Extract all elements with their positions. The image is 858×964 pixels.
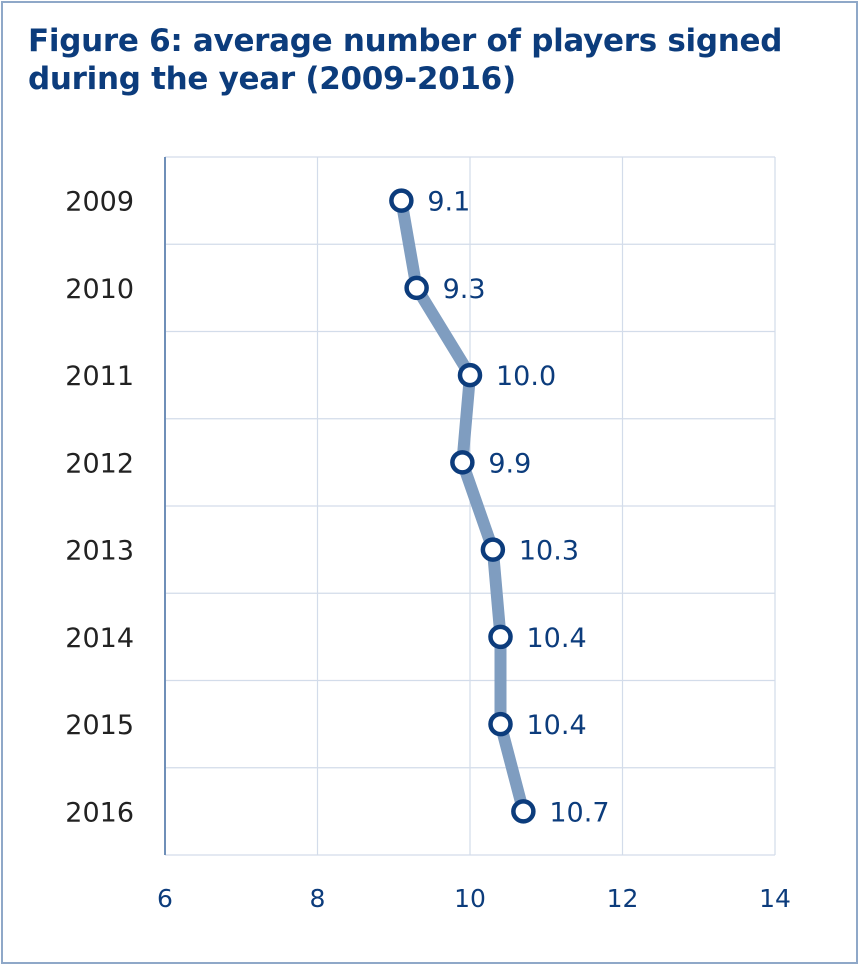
data-label: 9.9 bbox=[488, 448, 531, 479]
x-tick-label: 14 bbox=[759, 884, 791, 913]
x-tick-label: 10 bbox=[454, 884, 486, 913]
data-point bbox=[404, 275, 429, 301]
data-label: 10.3 bbox=[519, 536, 579, 567]
y-category-label: 2013 bbox=[65, 536, 134, 567]
y-category-label: 2011 bbox=[65, 361, 134, 392]
data-point bbox=[450, 450, 475, 475]
chart-title: Figure 6: average number of players sign… bbox=[28, 23, 783, 97]
y-category-label: 2016 bbox=[65, 797, 134, 828]
data-label: 9.1 bbox=[427, 187, 470, 218]
data-point bbox=[389, 188, 414, 213]
data-label: 10.4 bbox=[527, 623, 587, 654]
y-category-label: 2015 bbox=[65, 710, 134, 741]
y-category-label: 2012 bbox=[65, 448, 134, 479]
data-label: 10.4 bbox=[527, 710, 587, 741]
data-point bbox=[480, 537, 506, 562]
x-tick-label: 12 bbox=[607, 884, 639, 913]
data-label: 9.3 bbox=[443, 274, 486, 305]
data-point bbox=[457, 362, 483, 388]
data-point bbox=[511, 799, 536, 824]
data-point bbox=[488, 624, 513, 650]
y-category-label: 2014 bbox=[65, 623, 134, 654]
series-line bbox=[395, 199, 530, 813]
data-label: 10.0 bbox=[496, 361, 556, 392]
data-point bbox=[488, 711, 513, 737]
data-label: 10.7 bbox=[549, 797, 609, 828]
y-category-label: 2010 bbox=[65, 274, 134, 305]
y-category-label: 2009 bbox=[65, 187, 134, 218]
x-tick-label: 8 bbox=[310, 884, 326, 913]
x-tick-label: 6 bbox=[157, 884, 173, 913]
